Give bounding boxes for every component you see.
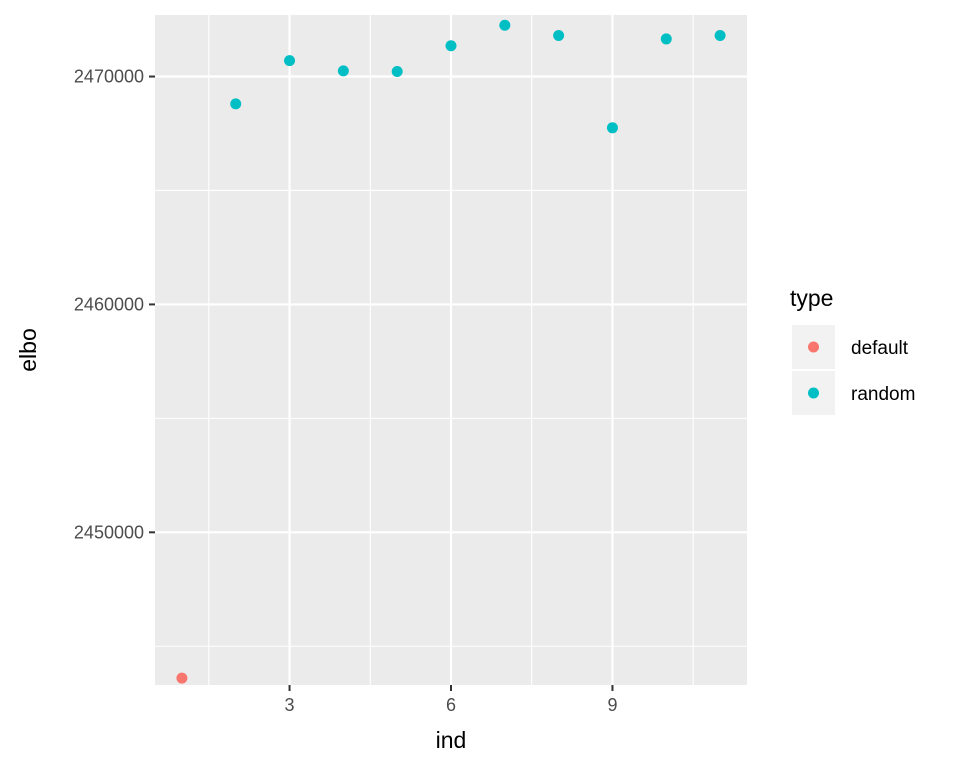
point-random [499,19,511,31]
x-tick-label: 6 [446,695,456,715]
x-tick-label: 9 [607,695,617,715]
legend-label-random: random [851,384,915,405]
point-random [445,40,457,52]
point-default [176,672,188,684]
legend-entries: default random [792,325,915,415]
point-random [553,30,565,42]
y-tick-label: 2470000 [74,67,144,87]
major-grid [155,15,747,685]
point-random [284,55,296,67]
legend: type default random [790,285,915,415]
point-random [337,65,349,77]
point-random [391,66,403,78]
x-tick-label: 3 [285,695,295,715]
x-axis-title: ind [436,727,467,753]
legend-title: type [790,285,833,311]
legend-swatch-random [808,387,819,399]
y-tick-label: 2450000 [74,522,144,542]
point-random [660,33,672,45]
legend-swatch-default [808,341,819,353]
point-random [714,30,726,42]
y-axis-ticks: 2450000 2460000 2470000 [74,67,155,542]
y-tick-label: 2460000 [74,294,144,314]
point-random [230,98,242,110]
data-points [176,19,726,684]
y-axis-title: elbo [15,328,41,371]
point-random [606,122,618,134]
legend-label-default: default [851,338,909,359]
x-axis-ticks: 3 6 9 [285,685,617,715]
